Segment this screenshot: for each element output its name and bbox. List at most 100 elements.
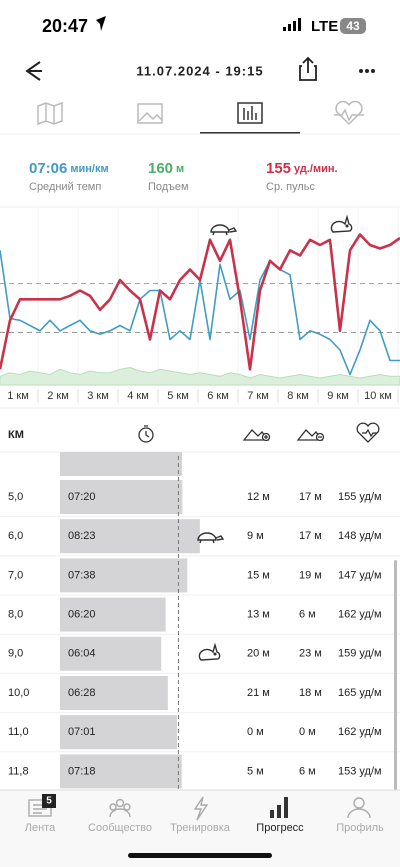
stat-value: 155 уд./мин.: [266, 160, 338, 177]
split-descent: 17 м: [299, 491, 322, 503]
split-descent: 19 м: [299, 569, 322, 581]
slowest-split-icon: [197, 532, 225, 544]
split-climb: 12 м: [247, 491, 270, 503]
heart-rate-tab[interactable]: [334, 100, 364, 126]
split-descent: 17 м: [299, 530, 322, 542]
split-heart-rate: 147 уд/м: [338, 569, 382, 581]
split-pace: 07:18: [68, 765, 96, 777]
split-km: 6,0: [8, 530, 23, 542]
slowest-marker: [210, 224, 238, 236]
split-heart-rate: 159 уд/м: [338, 648, 382, 660]
scrollbar: [394, 560, 397, 790]
community-icon: [109, 798, 131, 818]
home-indicator: [128, 853, 272, 858]
series-line: [0, 233, 400, 371]
x-tick-label: 8 км: [287, 390, 309, 402]
split-heart-rate: 162 уд/м: [338, 609, 382, 621]
split-climb: 0 м: [247, 726, 264, 738]
chart-area: [0, 207, 400, 385]
profile-icon: [347, 797, 371, 819]
share-button[interactable]: [299, 56, 317, 81]
split-pace: 07:01: [68, 726, 96, 738]
nav-label[interactable]: Лента: [25, 822, 56, 834]
split-km: 5,0: [8, 491, 23, 503]
pace-bar: [60, 715, 178, 750]
stat-label: Средний темп: [29, 181, 101, 193]
stats-tab[interactable]: [237, 102, 263, 124]
feed-badge-count: 5: [46, 796, 52, 807]
feed-badge: [42, 794, 56, 808]
descent-column-icon: [296, 429, 325, 442]
split-km: 7,0: [8, 569, 23, 581]
progress-icon: [270, 797, 288, 818]
partial-row-bar: [60, 452, 182, 476]
split-heart-rate: 153 уд/м: [338, 765, 382, 777]
stat-unit: мин/км: [70, 163, 108, 175]
location-icon: [96, 16, 106, 31]
x-tick-label: 1 км: [7, 390, 29, 402]
heart-rate-column-icon: [356, 422, 380, 443]
split-pace: 06:04: [68, 648, 96, 660]
split-heart-rate: 162 уд/м: [338, 726, 382, 738]
header-title: 11.07.2024 - 19:15: [136, 63, 263, 78]
x-tick-label: 5 км: [167, 390, 189, 402]
split-descent: 23 м: [299, 648, 322, 660]
back-button[interactable]: [25, 61, 42, 81]
split-pace: 07:20: [68, 491, 96, 503]
climb-column-icon: [242, 429, 271, 442]
split-pace: 06:28: [68, 687, 96, 699]
nav-label[interactable]: Сообщество: [88, 822, 152, 834]
split-km: 10,0: [8, 687, 29, 699]
elevation-area: [0, 366, 400, 386]
split-heart-rate: 155 уд/м: [338, 491, 382, 503]
split-pace: 06:20: [68, 609, 96, 621]
pace-bar: [60, 597, 166, 632]
fastest-split-icon: [198, 642, 221, 661]
split-pace: 08:23: [68, 530, 96, 542]
workout-icon: [193, 796, 209, 821]
x-tick-label: 2 км: [47, 390, 69, 402]
nav-label[interactable]: Тренировка: [170, 822, 231, 834]
nav-label[interactable]: Профиль: [336, 822, 384, 834]
stat-number: 155: [266, 160, 291, 177]
pace-bar: [60, 676, 168, 710]
split-climb: 15 м: [247, 569, 270, 581]
photo-tab[interactable]: [137, 103, 163, 124]
split-climb: 5 м: [247, 765, 264, 777]
more-button[interactable]: [359, 69, 375, 73]
stat-value: 160 м: [148, 160, 184, 177]
split-km: 8,0: [8, 609, 23, 621]
pace-bar: [60, 558, 188, 593]
split-km: 9,0: [8, 648, 23, 660]
stat-label: Подъем: [148, 181, 189, 193]
x-tick-label: 10 км: [364, 390, 392, 402]
stat-value: 07:06 мин/км: [29, 160, 109, 177]
split-km: 11,0: [8, 726, 29, 738]
split-climb: 21 м: [247, 687, 270, 699]
split-heart-rate: 165 уд/м: [338, 687, 382, 699]
pace-bar: [60, 480, 183, 514]
x-tick-label: 9 км: [327, 390, 349, 402]
split-descent: 6 м: [299, 765, 316, 777]
nav-label[interactable]: Прогресс: [256, 822, 304, 834]
x-tick-label: 6 км: [207, 390, 229, 402]
x-tick-label: 7 км: [247, 390, 269, 402]
split-climb: 9 м: [247, 530, 264, 542]
status-time: 20:47: [42, 16, 88, 36]
network-label: LTE: [311, 18, 338, 35]
active-tab-indicator: [200, 132, 300, 134]
battery: [340, 18, 366, 34]
x-tick-label: 3 км: [87, 390, 109, 402]
split-descent: 0 м: [299, 726, 316, 738]
split-heart-rate: 148 уд/м: [338, 530, 382, 542]
split-descent: 18 м: [299, 687, 322, 699]
pace-bar: [60, 636, 162, 671]
split-descent: 6 м: [299, 609, 316, 621]
map-tab[interactable]: [37, 101, 63, 126]
split-km: 11,8: [8, 765, 29, 777]
stat-unit: м: [176, 163, 184, 175]
column-header: КМ: [8, 429, 24, 441]
pace-bar: [60, 519, 200, 554]
battery-level: 43: [346, 19, 360, 33]
